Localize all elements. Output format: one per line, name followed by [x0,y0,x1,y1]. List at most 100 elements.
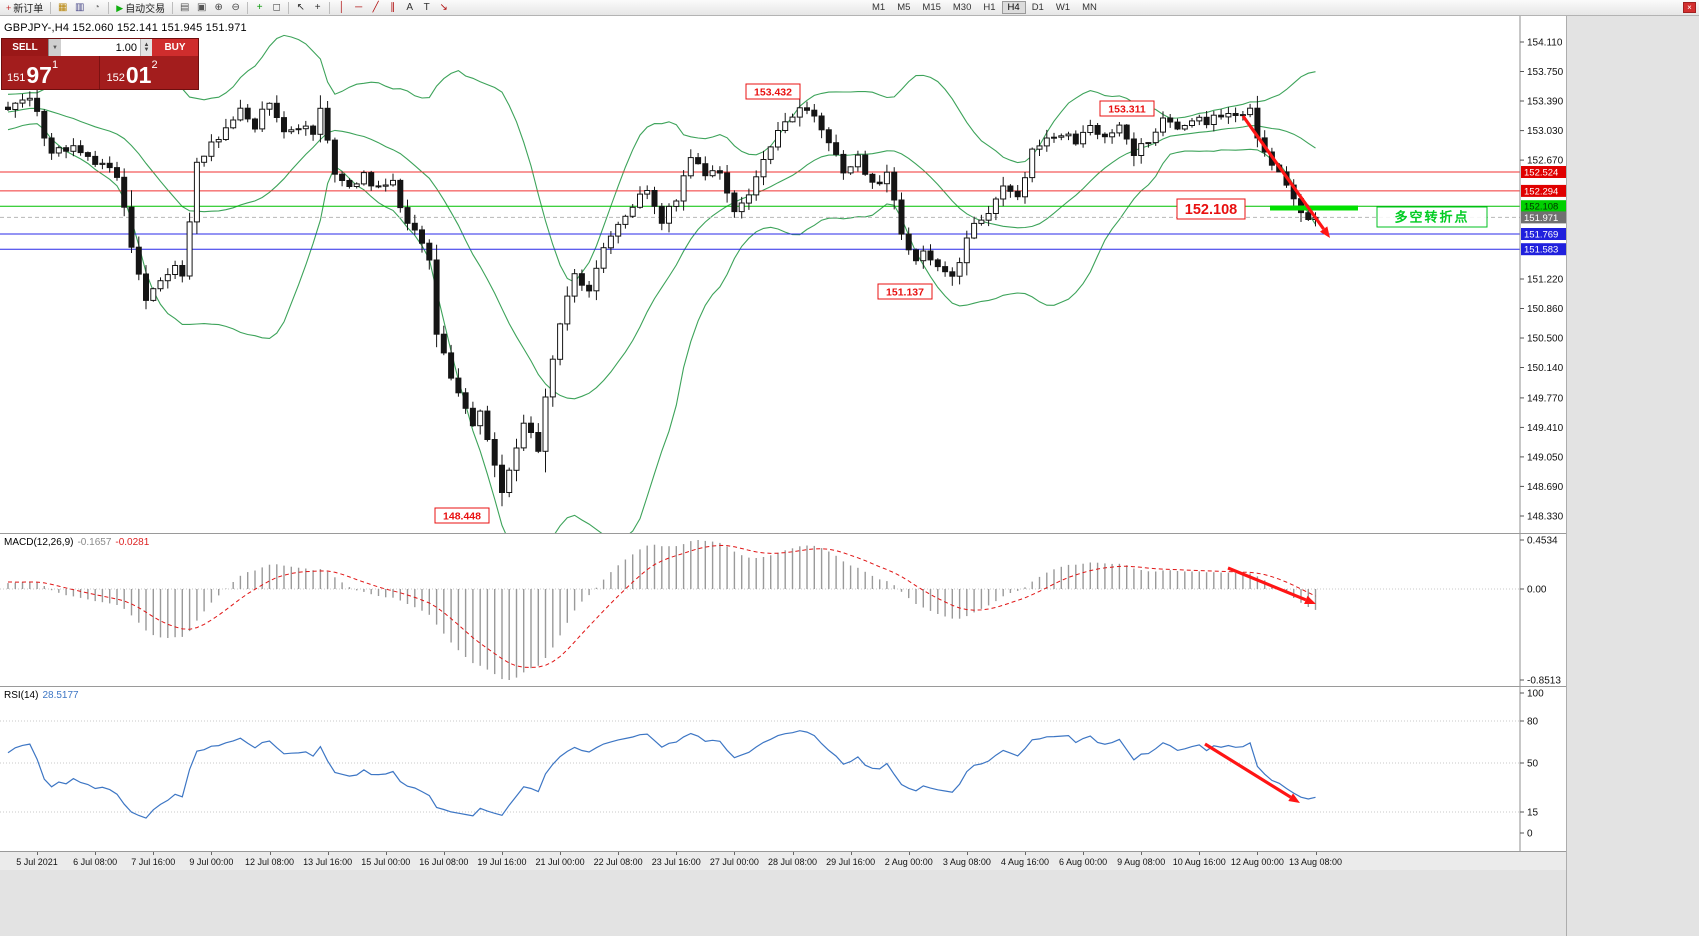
macd-label: MACD(12,26,9) -0.1657 -0.0281 [4,537,149,548]
time-label: 13 Jul 16:00 [303,857,353,867]
svg-text:152.524: 152.524 [1524,168,1558,179]
volume-stepper[interactable]: ▲ ▼ [140,39,152,56]
zoom-out-icon[interactable]: ⊖ [231,1,240,13]
crosshair-icon[interactable]: + [314,1,321,13]
svg-text:153.311: 153.311 [1108,104,1146,116]
profiles-icon[interactable]: ▥ [75,1,85,13]
horizontal-line-icon[interactable]: ─ [355,1,363,13]
svg-text:0.00: 0.00 [1527,585,1547,596]
macd-canvas[interactable]: 0.4534 0.00 -0.8513 [0,534,1566,686]
auto-trading-button[interactable]: ▶ 自动交易 [112,1,169,16]
buy-price-pips: 01 [125,62,152,88]
time-tick [269,852,271,855]
toolbar-separator [247,1,249,14]
time-label: 13 Aug 08:00 [1288,857,1343,867]
rsi-canvas[interactable]: 100 80 50 15 0 [0,687,1566,851]
time-label: 9 Jul 00:00 [189,857,234,867]
svg-text:151.137: 151.137 [886,287,924,299]
new-order-button[interactable]: + 新订单 [2,1,47,16]
auto-trading-button-label: 自动交易 [125,4,166,15]
refresh-icon[interactable]: ◔ [93,1,100,13]
time-tick [676,852,678,855]
price-chart-canvas[interactable]: 153.432 153.311 151.137 148.448 152.108 多空转折点… [0,16,1566,533]
svg-text:149.770: 149.770 [1527,393,1564,404]
time-tick [95,852,97,855]
svg-text:151.220: 151.220 [1527,275,1564,286]
timeframe-h1-button[interactable]: H1 [983,2,996,13]
toolbar-separator [288,1,290,14]
sell-button[interactable]: SELL [2,39,48,56]
svg-text:153.750: 153.750 [1527,67,1564,78]
close-chart-button[interactable]: × [1683,2,1696,13]
time-tick [385,852,387,855]
sell-price-pips: 97 [26,62,52,88]
toolbar-separator [172,1,174,14]
svg-text:150.860: 150.860 [1527,304,1564,315]
volume-dropdown[interactable]: ▼ [48,39,61,56]
buy-price-int: 152 [106,72,125,84]
svg-text:153.030: 153.030 [1527,126,1564,137]
svg-text:0: 0 [1527,829,1533,840]
svg-text:0.4534: 0.4534 [1527,536,1558,547]
timeframe-m30-button[interactable]: M30 [952,2,972,13]
svg-text:多空转折点: 多空转折点 [1394,210,1469,225]
time-label: 7 Jul 16:00 [131,857,176,867]
timeframe-m15-button[interactable]: M15 [922,2,941,13]
time-tick [1141,852,1143,855]
zoom-in-icon[interactable]: ⊕ [214,1,223,13]
time-label: 12 Aug 00:00 [1230,857,1284,867]
macd-signal-value: -0.0281 [115,537,150,548]
buy-price-button[interactable]: 152 01 2 [100,56,199,89]
trendline-icon[interactable]: ╱ [372,1,379,13]
label-icon[interactable]: T [423,1,430,13]
text-icon[interactable]: A [406,1,414,13]
spin-down-icon[interactable]: ▼ [143,46,150,53]
time-tick [1257,852,1259,855]
channel-icon[interactable]: ∥ [390,1,396,13]
time-axis[interactable]: 5 Jul 2021 6 Jul 08:00 7 Jul 16:00 9 Jul 00… [0,851,1566,870]
buy-button[interactable]: BUY [152,39,198,56]
timeframe-m1-button[interactable]: M1 [872,2,886,13]
cascade-windows-icon[interactable]: ▤ [179,1,190,13]
svg-text:148.690: 148.690 [1527,482,1564,493]
time-tick [966,852,968,855]
timeframe-w1-button[interactable]: W1 [1055,2,1071,13]
tile-windows-icon[interactable]: ▣ [196,1,207,13]
price-chart-panel: 153.432 153.311 151.137 148.448 152.108 多空转折点… [0,16,1566,533]
indicators-icon[interactable]: + [256,1,263,13]
toolbar-separator [50,1,52,14]
svg-text:153.432: 153.432 [754,87,792,99]
macd-main-value: -0.1657 [77,537,112,548]
svg-text:-0.8513: -0.8513 [1527,676,1561,687]
arrow-object-icon[interactable]: ↘ [439,1,448,13]
time-label: 6 Jul 08:00 [73,857,118,867]
volume-input[interactable]: 1.00 [61,39,140,56]
time-label: 19 Jul 16:00 [477,857,527,867]
main-toolbar: + 新订单 ▦ ▥ ◔ ▶ 自动交易 ▤ ▣ ⊕ ⊖ + ◻ ↖ + │ ─ ╱ ∥ A T ↘ M1 M5 M15 M30 H1 H… [0,0,1699,16]
timeframe-mn-button[interactable]: MN [1082,2,1097,13]
timeframe-toolbar: M1 M5 M15 M30 H1 H4 D1 W1 MN [866,1,1103,14]
objects-list-icon[interactable]: ◻ [272,1,281,13]
svg-text:50: 50 [1527,759,1539,770]
svg-text:80: 80 [1527,717,1539,728]
spin-up-icon[interactable]: ▲ [143,41,150,48]
sell-price-button[interactable]: 151 97 1 [2,56,100,89]
time-tick [850,852,852,855]
svg-text:148.330: 148.330 [1527,512,1564,523]
time-label: 29 Jul 16:00 [826,857,876,867]
cursor-icon[interactable]: ↖ [296,1,305,13]
vertical-line-icon[interactable]: │ [338,1,345,13]
time-label: 28 Jul 08:00 [767,857,818,867]
rsi-name: RSI(14) [4,690,39,701]
svg-text:154.110: 154.110 [1527,38,1563,49]
svg-text:151.583: 151.583 [1524,245,1558,256]
timeframe-d1-button[interactable]: D1 [1031,2,1044,13]
volume-value: 1.00 [115,41,137,54]
chart-window: 153.432 153.311 151.137 148.448 152.108 多空转折点… [0,16,1566,936]
workspace-right-strip [1566,16,1699,936]
timeframe-m5-button[interactable]: M5 [897,2,911,13]
new-chart-icon[interactable]: ▦ [58,1,68,13]
chevron-down-icon: ▼ [52,44,58,51]
timeframe-h4-button[interactable]: H4 [1001,1,1026,14]
